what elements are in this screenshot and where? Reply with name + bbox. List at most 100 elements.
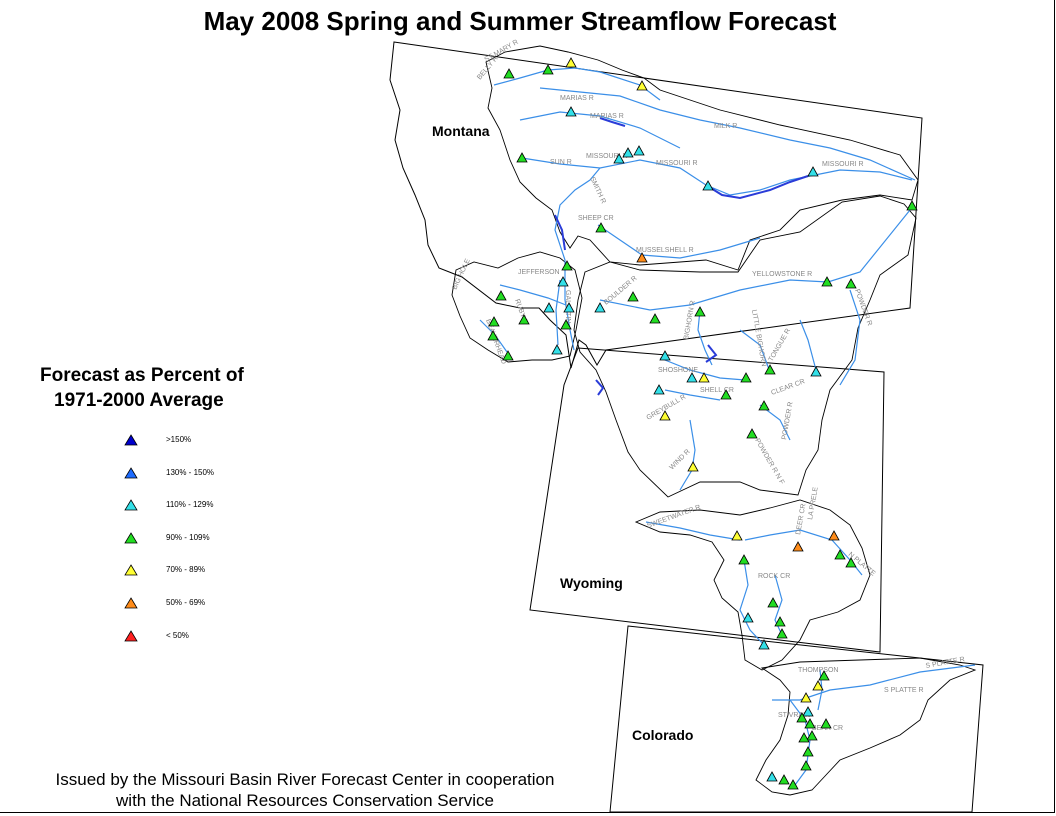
river-label: WIND R — [668, 448, 691, 471]
forecast-point-marker — [560, 319, 572, 330]
legend-item-label: 50% - 69% — [166, 597, 206, 607]
forecast-point-marker — [503, 68, 515, 79]
forecast-point-marker — [561, 260, 573, 271]
forecast-point-marker — [557, 276, 569, 287]
credit: Issued by the Missouri Basin River Forec… — [0, 769, 610, 811]
yellowstone-basin — [573, 195, 917, 498]
river-label: ST VRAIN — [778, 712, 810, 719]
river-label: SWEETWATER R — [646, 504, 701, 530]
forecast-point-marker — [796, 712, 808, 723]
river-network — [479, 67, 976, 786]
forecast-point-marker — [488, 316, 500, 327]
river-label: BOULDER R — [603, 275, 639, 307]
river-label: MILK R — [714, 123, 737, 130]
river-label: YELLOWSTONE R — [752, 271, 812, 278]
forecast-point-marker — [766, 771, 778, 782]
legend-item-label: < 50% — [166, 630, 189, 640]
map-title: May 2008 Spring and Summer Streamflow Fo… — [203, 6, 837, 36]
forecast-point-marker — [845, 278, 857, 289]
colorado-outline — [609, 625, 984, 813]
forecast-point-marker — [627, 291, 639, 302]
forecast-point-marker — [502, 350, 514, 361]
river-label: MISSOURI R — [656, 160, 698, 167]
legend-item-label: >150% — [166, 435, 192, 444]
forecast-point-marker — [810, 366, 822, 377]
forecast-points — [487, 57, 918, 790]
wyoming-outline — [529, 347, 885, 653]
forecast-point-marker — [694, 306, 706, 317]
state-label-colorado: Colorado — [632, 727, 693, 743]
legend-triangle-icon — [124, 499, 138, 511]
forecast-point-marker — [720, 389, 732, 400]
forecast-point-marker — [767, 597, 779, 608]
forecast-point-marker — [565, 57, 577, 68]
forecast-point-marker — [551, 344, 563, 355]
forecast-point-marker — [636, 252, 648, 263]
river-label: ST MARY R — [484, 39, 520, 64]
forecast-point-marker — [828, 530, 840, 541]
forecast-point-marker — [845, 557, 857, 568]
legend-triangle-icon — [124, 564, 138, 576]
river-label: SHOSHONE — [658, 367, 698, 374]
forecast-point-marker — [738, 554, 750, 565]
river-label: S PLATTE R — [884, 687, 924, 694]
legend-item-label: 90% - 109% — [166, 532, 210, 542]
forecast-point-marker — [495, 290, 507, 301]
forecast-point-marker — [834, 549, 846, 560]
legend-title-line1: Forecast as Percent of — [40, 365, 244, 386]
river-label: LITTLE BIGHORN — [750, 309, 767, 367]
forecast-point-marker — [818, 670, 830, 681]
river-label: CLEAR CR — [770, 378, 806, 397]
river-label: ROCK CR — [758, 573, 790, 580]
legend-triangle-icon — [124, 434, 138, 446]
river-label: POWDER R — [781, 401, 795, 440]
forecast-point-marker — [633, 145, 645, 156]
forecast-point-marker — [687, 461, 699, 472]
river-label: MARIAS R — [590, 113, 624, 120]
credit-line1: Issued by the Missouri Basin River Forec… — [55, 770, 555, 789]
river-label: TONGUE R — [768, 328, 792, 363]
forecast-point-marker — [802, 746, 814, 757]
forecast-point-marker — [563, 302, 575, 313]
forecast-point-marker — [622, 147, 634, 158]
legend-item-label: 70% - 89% — [166, 565, 206, 575]
river-label: SMITH R — [588, 176, 607, 205]
forecast-point-marker — [542, 64, 554, 75]
river-label: THOMPSON — [798, 667, 838, 674]
forecast-point-marker — [731, 530, 743, 541]
forecast-point-marker — [758, 639, 770, 650]
river-label: SHEEP CR — [578, 215, 614, 222]
river-label: DEER CR — [795, 503, 807, 535]
forecast-point-marker — [740, 372, 752, 383]
forecast-point-marker — [804, 718, 816, 729]
forecast-point-marker — [778, 774, 790, 785]
forecast-point-marker — [686, 372, 698, 383]
river-label: BEAR CR — [812, 725, 843, 732]
forecast-point-marker — [518, 314, 530, 325]
legend-title: Forecast as Percent of 1971-2000 Average — [40, 363, 340, 413]
north-platte-basin — [634, 499, 871, 671]
forecast-point-marker — [742, 612, 754, 623]
forecast-point-marker — [812, 680, 824, 691]
river-label: LA PRELE — [807, 486, 820, 520]
forecast-point-marker — [487, 330, 499, 341]
forecast-point-marker — [698, 372, 710, 383]
forecast-point-marker — [787, 779, 799, 790]
legend-triangle-icon — [124, 532, 138, 544]
legend-triangle-icon — [124, 597, 138, 609]
forecast-point-marker — [516, 152, 528, 163]
forecast-point-marker — [821, 276, 833, 287]
forecast-point-marker — [774, 616, 786, 627]
river-label: S PLATTE R — [925, 656, 965, 670]
forecast-point-marker — [798, 732, 810, 743]
forecast-point-marker — [820, 718, 832, 729]
south-platte-basin — [755, 657, 977, 796]
forecast-point-marker — [594, 302, 606, 313]
montana-outline — [389, 41, 923, 369]
forecast-point-marker — [758, 400, 770, 411]
state-label-montana: Montana — [432, 123, 490, 139]
forecast-point-marker — [806, 730, 818, 741]
forecast-point-marker — [659, 410, 671, 421]
legend-triangle-icon — [124, 466, 138, 478]
